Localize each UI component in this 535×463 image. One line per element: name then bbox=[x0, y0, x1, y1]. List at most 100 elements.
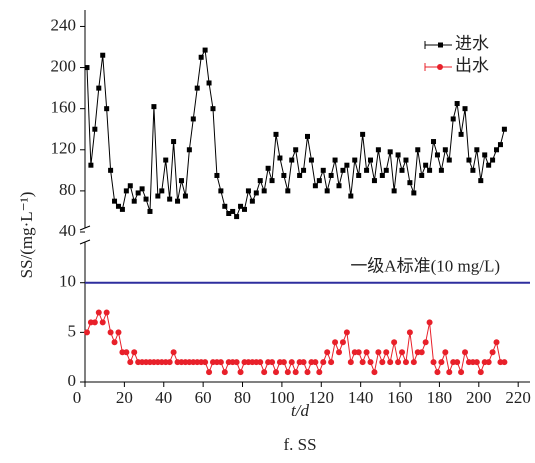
caption: f. SS bbox=[283, 435, 316, 454]
x-tick-label: 120 bbox=[309, 388, 335, 407]
data-point bbox=[320, 167, 326, 173]
data-point bbox=[289, 157, 295, 163]
data-point bbox=[328, 172, 334, 178]
data-point bbox=[383, 167, 389, 173]
data-point bbox=[494, 147, 500, 153]
data-point bbox=[343, 329, 350, 336]
data-point bbox=[190, 116, 196, 122]
data-point bbox=[111, 339, 118, 346]
data-point bbox=[332, 157, 338, 163]
data-point bbox=[442, 349, 449, 356]
data-point bbox=[368, 157, 374, 163]
data-point bbox=[171, 139, 177, 145]
x-tick-label: 40 bbox=[155, 388, 172, 407]
data-point bbox=[143, 196, 149, 202]
data-point bbox=[135, 190, 141, 196]
x-tick-label: 180 bbox=[427, 388, 453, 407]
data-point bbox=[272, 369, 279, 376]
data-point bbox=[284, 369, 291, 376]
y-tick-label: 80 bbox=[59, 180, 76, 199]
x-axis-label: t/d bbox=[291, 401, 309, 420]
x-tick-label: 60 bbox=[195, 388, 212, 407]
data-point bbox=[490, 157, 496, 163]
data-point bbox=[301, 167, 307, 173]
y-tick-label: 0 bbox=[68, 371, 77, 390]
data-point bbox=[371, 369, 378, 376]
data-point bbox=[159, 188, 165, 194]
data-point bbox=[489, 349, 496, 356]
data-point bbox=[438, 359, 445, 366]
data-point bbox=[300, 359, 307, 366]
data-point bbox=[399, 167, 405, 173]
data-point bbox=[92, 126, 98, 132]
data-point bbox=[304, 369, 311, 376]
data-point bbox=[237, 369, 244, 376]
data-point bbox=[305, 133, 310, 139]
data-point bbox=[175, 198, 181, 204]
data-point bbox=[297, 172, 303, 178]
data-point bbox=[257, 359, 264, 366]
data-point bbox=[462, 349, 469, 356]
data-point bbox=[261, 369, 268, 376]
data-point bbox=[257, 178, 263, 184]
data-point bbox=[265, 165, 271, 171]
data-point bbox=[293, 147, 299, 153]
data-point bbox=[403, 157, 409, 163]
data-point bbox=[402, 359, 409, 366]
data-point bbox=[391, 339, 398, 346]
data-point bbox=[139, 186, 145, 192]
data-point bbox=[336, 183, 342, 189]
data-point bbox=[360, 131, 366, 137]
data-point bbox=[355, 349, 362, 356]
reference-label: 一级A标准(10 mg/L) bbox=[350, 257, 500, 276]
data-point bbox=[104, 106, 110, 112]
data-point bbox=[375, 349, 382, 356]
data-point bbox=[497, 142, 503, 148]
data-point bbox=[324, 188, 330, 194]
data-point bbox=[253, 190, 259, 196]
y-tick-label: 240 bbox=[51, 15, 77, 34]
x-tick-label: 140 bbox=[348, 388, 374, 407]
data-point bbox=[234, 214, 240, 220]
data-point bbox=[221, 369, 228, 376]
axis-break bbox=[79, 225, 91, 245]
data-point bbox=[431, 139, 437, 145]
data-point bbox=[399, 349, 406, 356]
data-point bbox=[434, 152, 440, 158]
data-point bbox=[316, 369, 323, 376]
data-point bbox=[167, 196, 173, 202]
data-point bbox=[147, 208, 153, 214]
data-point bbox=[115, 329, 122, 336]
data-point bbox=[485, 359, 492, 366]
data-point bbox=[454, 101, 460, 107]
x-tick-label: 80 bbox=[234, 388, 251, 407]
y-tick-label: 200 bbox=[51, 56, 77, 75]
data-point bbox=[178, 178, 184, 184]
data-point bbox=[387, 149, 393, 155]
y-tick-label: 40 bbox=[59, 221, 76, 240]
data-point bbox=[210, 106, 216, 112]
x-tick-label: 160 bbox=[387, 388, 413, 407]
data-point bbox=[493, 339, 500, 346]
data-point bbox=[316, 178, 322, 184]
data-point bbox=[292, 369, 299, 376]
data-point bbox=[226, 211, 232, 216]
data-point bbox=[112, 198, 118, 204]
data-point bbox=[151, 104, 157, 110]
data-point bbox=[458, 369, 465, 376]
data-point bbox=[108, 167, 114, 173]
data-point bbox=[222, 203, 228, 209]
data-point bbox=[198, 54, 204, 60]
data-point bbox=[288, 359, 295, 366]
data-point bbox=[131, 349, 138, 356]
data-point bbox=[391, 188, 397, 194]
data-point bbox=[281, 172, 287, 178]
data-point bbox=[103, 309, 110, 316]
x-tick-label: 200 bbox=[466, 388, 492, 407]
y-tick-label: 10 bbox=[59, 272, 76, 291]
data-point bbox=[477, 369, 484, 376]
data-point bbox=[359, 359, 366, 366]
data-point bbox=[379, 359, 386, 366]
data-point bbox=[426, 319, 433, 326]
data-point bbox=[371, 178, 377, 184]
